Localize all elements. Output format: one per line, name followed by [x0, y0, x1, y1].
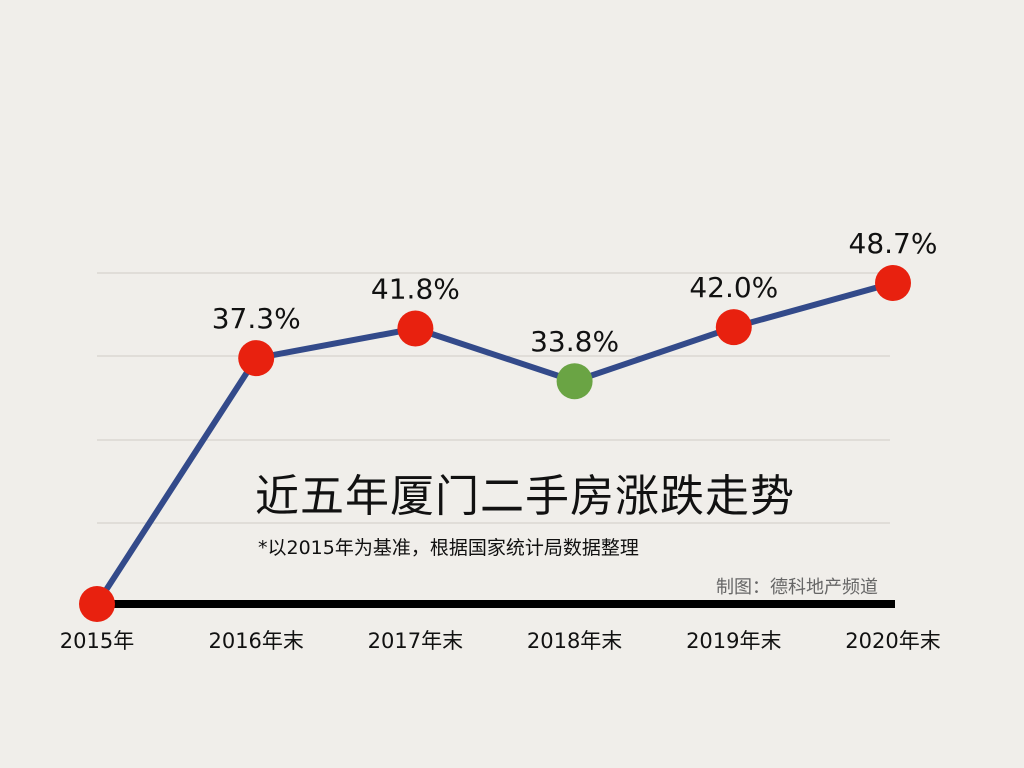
x-tick-label-4: 2019年末 — [686, 629, 781, 653]
data-point-0 — [79, 586, 115, 622]
data-label-3: 33.8% — [530, 325, 619, 358]
data-point-2 — [397, 310, 434, 347]
x-tick-label-2: 2017年末 — [368, 629, 463, 653]
x-tick-label-5: 2020年末 — [845, 629, 940, 653]
data-point-1 — [238, 340, 275, 377]
chart-subtitle: *以2015年为基准，根据国家统计局数据整理 — [258, 537, 639, 559]
data-label-5: 48.7% — [849, 227, 938, 260]
x-tick-label-0: 2015年 — [60, 629, 134, 653]
chart-credit: 制图：德科地产频道 — [716, 577, 878, 598]
data-label-1: 37.3% — [212, 302, 301, 335]
data-point-5 — [875, 265, 911, 301]
data-point-4 — [715, 309, 752, 346]
x-tick-label-1: 2016年末 — [208, 629, 303, 653]
chart-title: 近五年厦门二手房涨跌走势 — [255, 471, 795, 522]
x-tick-label-3: 2018年末 — [527, 629, 622, 653]
data-label-4: 42.0% — [689, 271, 778, 304]
data-point-3 — [556, 363, 593, 400]
series-line — [94, 280, 894, 606]
data-label-2: 41.8% — [371, 272, 460, 305]
